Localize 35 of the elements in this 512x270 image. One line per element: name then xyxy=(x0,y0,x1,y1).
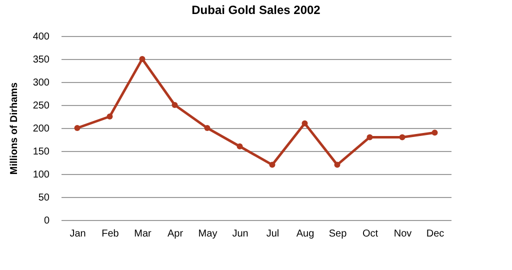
x-tick-label: Jul xyxy=(266,228,280,240)
x-tick-label: Aug xyxy=(296,228,314,240)
point xyxy=(74,125,80,131)
chart-title: Dubai Gold Sales 2002 xyxy=(192,3,321,17)
y-tick-label: 350 xyxy=(32,54,50,66)
x-tick-label: Sep xyxy=(328,228,348,240)
y-tick-label: 200 xyxy=(32,124,50,134)
x-tick-label: Nov xyxy=(394,228,412,240)
point xyxy=(106,114,113,120)
x-tick-label: Apr xyxy=(167,228,184,240)
x-tick-label: Jun xyxy=(232,228,248,240)
point xyxy=(204,125,210,131)
x-tick-label: Oct xyxy=(362,228,378,240)
point xyxy=(139,56,146,62)
point xyxy=(172,102,178,108)
point xyxy=(432,130,438,136)
point xyxy=(269,162,276,168)
x-tick-label: Dec xyxy=(426,228,444,240)
x-tick-label: Mar xyxy=(134,228,152,240)
y-tick-label: 250 xyxy=(32,100,50,112)
y-tick-label: 300 xyxy=(32,78,50,88)
point xyxy=(236,143,243,150)
y-tick-label: 150 xyxy=(32,146,50,158)
y-axis-title: Millions of Dirhams xyxy=(8,82,20,175)
point xyxy=(399,134,406,140)
y-tick-label: 0 xyxy=(44,216,50,226)
y-tick-label: 100 xyxy=(32,170,50,180)
point xyxy=(302,120,308,126)
point xyxy=(334,162,340,168)
x-tick-label: Jan xyxy=(70,228,86,240)
point xyxy=(366,134,373,140)
x-tick-label: Feb xyxy=(102,228,120,240)
x-tick-label: May xyxy=(198,228,218,240)
y-tick-label: 50 xyxy=(38,192,50,204)
y-tick-label: 400 xyxy=(32,32,50,42)
